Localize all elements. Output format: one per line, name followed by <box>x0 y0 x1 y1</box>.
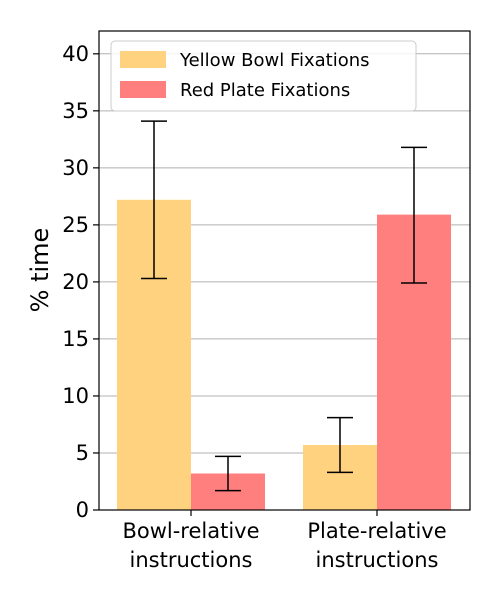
y-tick-label: 35 <box>62 99 89 123</box>
y-tick-label: 15 <box>62 327 89 351</box>
y-tick-label: 40 <box>62 42 89 66</box>
x-tick-label: Plate-relative instructions <box>307 519 446 572</box>
legend-box <box>110 40 417 112</box>
x-tick-label: Bowl-relative instructions <box>122 519 259 572</box>
y-axis-title: % time <box>26 228 54 313</box>
y-tick-label: 30 <box>62 156 89 180</box>
axes: 0 5 10 15 20 25 30 35 40 Bowl-relative instruction… <box>62 30 471 572</box>
legend-swatch <box>120 51 166 68</box>
legend-swatch <box>120 81 166 98</box>
y-tick-label: 5 <box>76 441 89 465</box>
error-bars <box>141 120 427 492</box>
legend-label: Red Plate Fixations <box>180 80 350 101</box>
plot-frame <box>98 30 471 511</box>
legend: Yellow Bowl Fixations Red Plate Fixations <box>110 40 417 112</box>
y-tick-label: 25 <box>62 213 89 237</box>
legend-label: Yellow Bowl Fixations <box>179 50 370 71</box>
y-tick-label: 20 <box>62 270 89 294</box>
y-tick-label: 10 <box>62 384 89 408</box>
y-tick-label: 0 <box>76 498 89 522</box>
bars <box>117 199 451 511</box>
